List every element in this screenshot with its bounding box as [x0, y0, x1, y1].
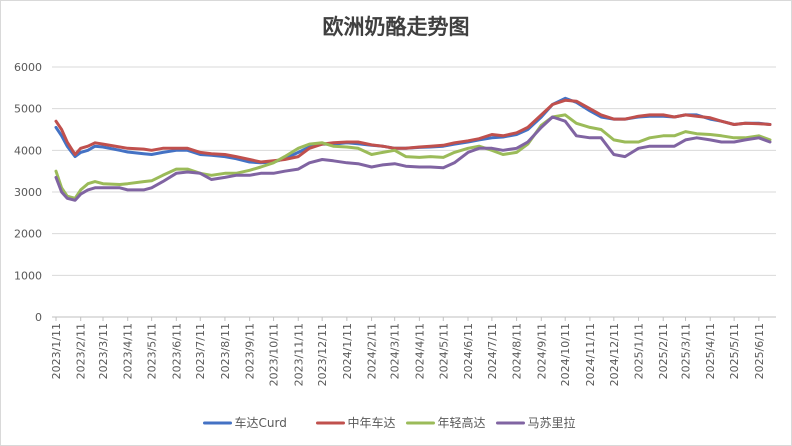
x-tick-label: 2024/11/11: [584, 323, 597, 386]
series-lines: [54, 96, 772, 202]
x-tick-label: 2023/9/11: [244, 323, 257, 379]
legend-label: 中年车达: [348, 415, 396, 430]
y-tick-label: 4000: [14, 144, 42, 157]
x-tick-label: 2025/2/11: [657, 323, 670, 379]
x-tick-label: 2024/6/11: [462, 323, 475, 379]
legend: 车达Curd 中年车达 年轻高达 马苏里拉: [203, 415, 576, 430]
x-axis: 2023/1/11 2023/2/11 2023/3/11 2023/4/11 2023…: [50, 317, 766, 386]
x-tick-label: 2023/11/11: [292, 323, 305, 386]
x-tick-label: 2024/4/11: [413, 323, 426, 379]
x-tick-label: 2024/12/11: [608, 323, 621, 386]
x-tick-label: 2024/7/11: [486, 323, 499, 379]
x-tick-label: 2025/5/11: [728, 323, 741, 379]
gridlines: [52, 66, 776, 318]
series-line-马苏里拉: [54, 115, 772, 202]
x-tick-label: 2023/6/11: [170, 323, 183, 379]
x-tick-label: 2023/5/11: [146, 323, 159, 379]
x-tick-label: 2024/9/11: [535, 323, 548, 379]
legend-label: 车达Curd: [235, 415, 287, 430]
legend-label: 马苏里拉: [528, 415, 576, 430]
x-tick-label: 2023/4/11: [122, 323, 135, 379]
y-tick-label: 0: [35, 311, 42, 324]
y-tick-label: 3000: [14, 186, 42, 199]
x-tick-label: 2025/4/11: [704, 323, 717, 379]
x-tick-label: 2023/2/11: [75, 323, 88, 379]
series-line-中年车达: [54, 98, 772, 164]
x-tick-label: 2023/7/11: [194, 323, 207, 379]
x-tick-label: 2024/5/11: [437, 323, 450, 379]
y-axis: 0 1000 2000 3000 4000 5000 6000: [14, 61, 42, 324]
y-tick-label: 5000: [14, 103, 42, 116]
x-tick-label: 2025/6/11: [753, 323, 766, 379]
x-tick-label: 2025/3/11: [680, 323, 693, 379]
x-tick-label: 2025/1/11: [633, 323, 646, 379]
x-tick-label: 2024/3/11: [389, 323, 402, 379]
x-tick-label: 2024/8/11: [511, 323, 524, 379]
x-tick-label: 2023/12/11: [316, 323, 329, 386]
x-tick-label: 2024/1/11: [341, 323, 354, 379]
y-tick-label: 1000: [14, 269, 42, 282]
x-tick-label: 2024/10/11: [559, 323, 572, 386]
y-tick-label: 2000: [14, 228, 42, 241]
x-tick-label: 2023/10/11: [268, 323, 281, 386]
x-tick-label: 2023/3/11: [97, 323, 110, 379]
x-tick-label: 2023/8/11: [219, 323, 232, 379]
legend-label: 年轻高达: [438, 415, 486, 430]
y-tick-label: 6000: [14, 61, 42, 74]
x-tick-label: 2023/1/11: [50, 323, 63, 379]
x-tick-label: 2024/2/11: [366, 323, 379, 379]
chart-title: 欧洲奶酪走势图: [323, 15, 470, 39]
series-line-年轻高达: [54, 113, 772, 200]
series-line-车达Curd: [54, 96, 772, 165]
